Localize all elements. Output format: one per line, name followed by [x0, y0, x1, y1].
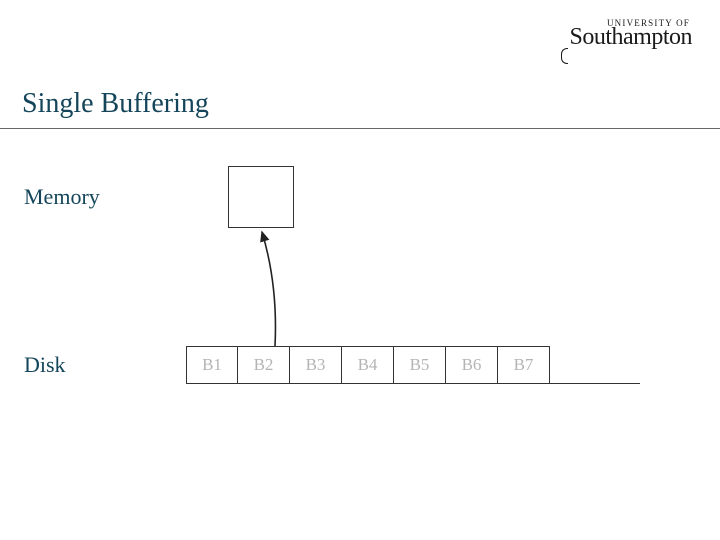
- transfer-arrow: [0, 0, 720, 540]
- slide: UNIVERSITY OF Southampton Single Bufferi…: [0, 0, 720, 540]
- arrow-path: [262, 232, 275, 346]
